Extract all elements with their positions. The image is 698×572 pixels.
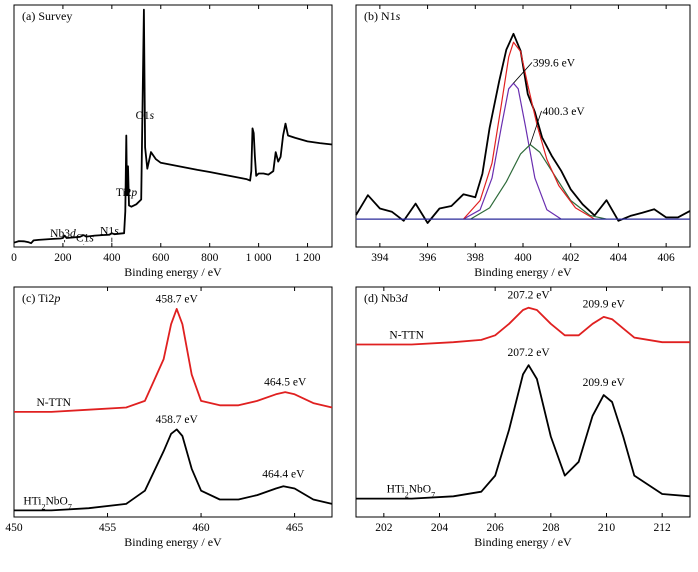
x-tick-label: 204 (431, 522, 449, 534)
x-tick-label: 1 200 (295, 252, 321, 264)
x-tick-label: 208 (542, 522, 560, 534)
peak-label: O1s (136, 110, 155, 122)
series-label: N-TTN (389, 330, 424, 342)
x-tick-label: 465 (286, 522, 304, 534)
peak-label: 399.6 eV (533, 57, 576, 69)
x-axis-label: Binding energy / eV (124, 265, 222, 279)
series-label: HTi2NbO7 (387, 484, 436, 500)
panel-title: (b) N1s (364, 9, 401, 23)
x-tick-label: 400 (103, 252, 121, 264)
peak-label: 207.2 eV (507, 347, 550, 359)
panel-d: 202 204 206 208 210 212 Binding energy / eV (d)… (355, 286, 691, 549)
x-tick-label: 400 (514, 252, 532, 264)
series-line-0 (356, 306, 690, 346)
x-tick-label: 396 (419, 252, 437, 264)
x-tick-label: 206 (487, 522, 505, 534)
series-line-0 (13, 8, 333, 245)
series-line-3 (462, 41, 595, 220)
peak-label: 207.2 eV (507, 290, 550, 302)
panel-title: (d) Nb3d (364, 291, 409, 305)
plot-frame (355, 4, 691, 248)
peak-label: N1s (100, 226, 119, 238)
x-tick-label: 0 (11, 252, 17, 264)
panel-c: 450 455 460 465 Binding energy / eV (c) Ti2p N… (5, 286, 333, 549)
panel-title: (a) Survey (22, 9, 72, 23)
peak-label: 209.9 eV (583, 377, 626, 389)
series-line-1 (463, 82, 562, 220)
x-tick-label: 202 (375, 522, 393, 534)
x-tick-label: 1 000 (246, 252, 272, 264)
x-tick-label: 800 (201, 252, 219, 264)
peak-label: 400.3 eV (542, 106, 585, 118)
x-axis-label: Binding energy / eV (124, 535, 222, 549)
peak-label: 209.9 eV (583, 299, 626, 311)
series-line-1 (356, 364, 691, 500)
peak-label: 458.7 eV (156, 414, 199, 426)
x-tick-label: 200 (54, 252, 72, 264)
peak-arrow (529, 110, 542, 145)
x-tick-label: 394 (371, 252, 389, 264)
peak-label: 464.5 eV (264, 377, 307, 389)
series-label: N-TTN (36, 397, 71, 409)
x-tick-label: 210 (598, 522, 616, 534)
x-axis-label: Binding energy / eV (474, 535, 572, 549)
peak-label: Ti2p (116, 187, 138, 199)
x-axis-label: Binding energy / eV (474, 265, 572, 279)
x-tick-label: 450 (5, 522, 23, 534)
peak-arrow (513, 62, 533, 84)
x-tick-label: 600 (152, 252, 170, 264)
x-tick-label: 402 (562, 252, 580, 264)
series-line-2 (470, 144, 607, 220)
plot-frame (355, 286, 691, 518)
series-line-0 (14, 308, 333, 413)
series-label: HTi2NbO7 (23, 495, 72, 511)
peak-label: Nb3d (50, 228, 76, 240)
panel-a: 0 200 400 600 800 1 000 1 200 Binding energy / … (11, 4, 333, 279)
plot-frame (13, 4, 333, 248)
x-tick-label: 404 (610, 252, 628, 264)
peak-label: C1s (76, 232, 94, 244)
x-tick-label: 460 (192, 522, 210, 534)
peak-label: 464.4 eV (262, 469, 305, 481)
panel-title: (c) Ti2p (22, 291, 60, 305)
x-tick-label: 398 (467, 252, 485, 264)
peak-label: 458.7 eV (156, 293, 199, 305)
x-tick-label: 455 (99, 522, 117, 534)
series-line-1 (14, 428, 333, 512)
x-tick-label: 406 (658, 252, 676, 264)
panel-b: 394 396 398 400 402 404 406 Binding energy / eV… (355, 4, 691, 279)
x-tick-label: 212 (654, 522, 672, 534)
plot-frame (13, 286, 333, 518)
